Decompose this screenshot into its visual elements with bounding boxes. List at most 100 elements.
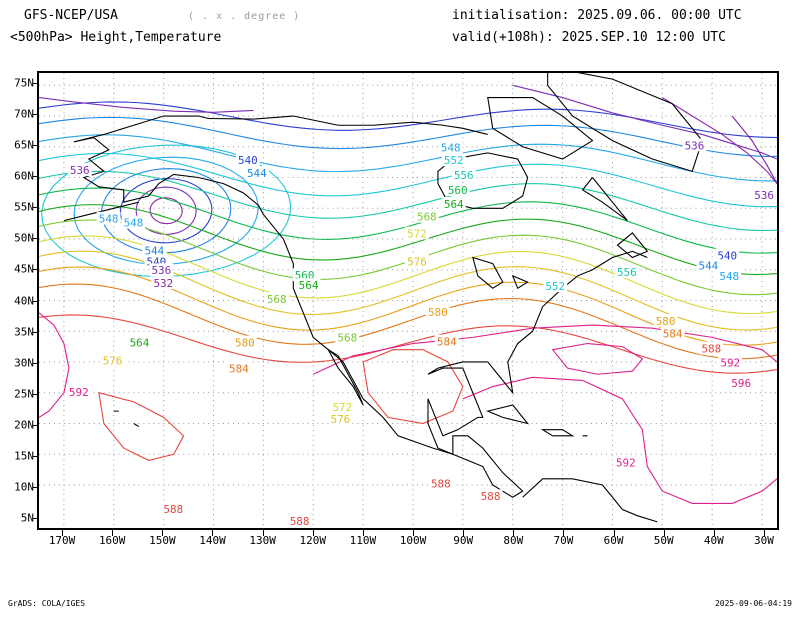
x-axis-tick-label: 60W (603, 534, 624, 547)
x-axis-tick-label: 160W (98, 534, 126, 547)
contour-value-label: 592 (69, 386, 89, 399)
contour-label-backdrop (127, 335, 152, 349)
contour-value-label: 596 (731, 377, 751, 390)
contour-value-label: 592 (776, 499, 777, 512)
contour-label-backdrop (682, 138, 707, 152)
contour-label-backdrop (718, 355, 743, 369)
x-axis-tick-label: 40W (703, 534, 724, 547)
contour-label-backdrop (752, 187, 777, 201)
contour-map-plot: 536 540 544 548 548 544 540 536 532 548 552 556 560 5… (37, 71, 779, 530)
x-axis-tick-mark (362, 530, 364, 536)
contour-label-backdrop (161, 502, 186, 516)
y-axis-tick-label: 10N (14, 480, 34, 494)
contour-line-596 (551, 342, 644, 375)
contour-value-label: 536 (151, 264, 171, 277)
coastline-segment (540, 429, 575, 437)
contour-value-label: 592 (720, 356, 740, 369)
contour-value-label: 564 (130, 337, 150, 350)
contour-label-backdrop (613, 455, 638, 469)
contour-line-532 (662, 97, 777, 184)
x-axis-tick-label: 50W (653, 534, 674, 547)
contour-label-backdrop (335, 330, 360, 344)
gridline-layer (39, 73, 777, 528)
y-axis-tick-label: 35N (14, 325, 34, 338)
y-axis-tick-mark (33, 331, 39, 333)
contour-value-label: 580 (235, 337, 255, 350)
y-axis-tick-label: 20N (14, 418, 34, 432)
contour-value-label: 572 (407, 228, 427, 241)
y-axis-tick-label: 60N (14, 169, 34, 183)
contour-label-backdrop (287, 514, 312, 528)
x-axis-tick-label: 140W (199, 534, 226, 547)
contour-value-label: 568 (337, 332, 357, 345)
contour-line-548 (39, 134, 777, 182)
contour-value-label: 584 (663, 328, 683, 341)
contour-label-backdrop (451, 168, 476, 182)
y-axis-tick-mark (33, 393, 39, 395)
coastline-segment (472, 256, 504, 289)
coastline-segment (522, 478, 658, 523)
y-axis-tick-label: 65N (14, 138, 34, 152)
contour-label-backdrop (699, 341, 724, 355)
contour-line-528 (731, 115, 777, 184)
coastline-segment (63, 201, 139, 222)
contour-label-backdrop (614, 265, 639, 279)
contour-value-label: 548 (719, 270, 739, 283)
coastline-segment (133, 423, 140, 428)
contour-label-backdrop (729, 376, 754, 390)
contour-label-backdrop (774, 498, 777, 512)
x-axis-tick-mark (112, 530, 114, 536)
y-axis-tick-label: 40N (14, 294, 34, 307)
contour-line-536 (512, 84, 777, 160)
initialisation-time: initialisation: 2025.09.06. 00:00 UTC (452, 8, 742, 23)
contour-label-backdrop (478, 489, 503, 503)
contour-value-label: 536 (70, 164, 90, 177)
contour-value-label: 548 (441, 141, 461, 154)
contour-label-backdrop (543, 279, 568, 293)
contour-label-backdrop (121, 215, 146, 229)
contour-label-backdrop (660, 326, 685, 340)
source-credit: GrADS: COLA/IGES (8, 599, 86, 608)
contour-label-backdrop (67, 163, 92, 177)
contour-label-backdrop (100, 353, 125, 367)
y-axis-tick-mark (33, 176, 39, 178)
contour-label-backdrop (328, 412, 353, 425)
contour-label-backdrop (438, 140, 463, 154)
contour-line-544 (39, 116, 777, 158)
contour-value-label: 560 (448, 184, 468, 197)
contour-label-backdrop (405, 254, 429, 268)
contour-label-backdrop (428, 476, 453, 490)
contour-label-backdrop (66, 385, 91, 399)
contour-value-label: 588 (481, 490, 501, 503)
x-axis-tick-mark (763, 530, 765, 536)
y-axis-tick-mark (33, 517, 39, 519)
contour-label-backdrop (296, 278, 321, 292)
x-axis-tick-mark (62, 530, 64, 536)
contour-label-backdrop (149, 263, 174, 277)
level-field-label: <500hPa> Height,Temperature (10, 30, 222, 45)
contour-label-backdrop (715, 248, 740, 262)
contour-line-592 (39, 312, 70, 418)
y-axis-tick-label: 30N (14, 356, 34, 370)
contour-value-label: 548 (124, 217, 144, 230)
x-axis-tick-mark (663, 530, 665, 536)
contour-value-label: 552 (444, 154, 464, 167)
contour-value-label: 544 (699, 259, 719, 272)
coastline-segment (616, 232, 649, 259)
contour-value-label: 544 (247, 167, 267, 180)
contour-label-backdrop (151, 276, 176, 290)
contour-line-540 (119, 178, 213, 244)
contour-label-backdrop (653, 313, 678, 327)
contour-value-label: 580 (656, 315, 676, 328)
contour-line-564 (39, 204, 777, 276)
y-axis-tick-mark (33, 114, 39, 116)
coastline-segment (581, 177, 628, 222)
contour-value-label: 536 (685, 139, 705, 152)
contour-value-label: 540 (238, 154, 258, 167)
coastline-segment (326, 348, 364, 406)
contour-label-backdrop (96, 211, 121, 225)
contour-label-backdrop (232, 335, 257, 349)
contour-line-588 (39, 314, 777, 374)
